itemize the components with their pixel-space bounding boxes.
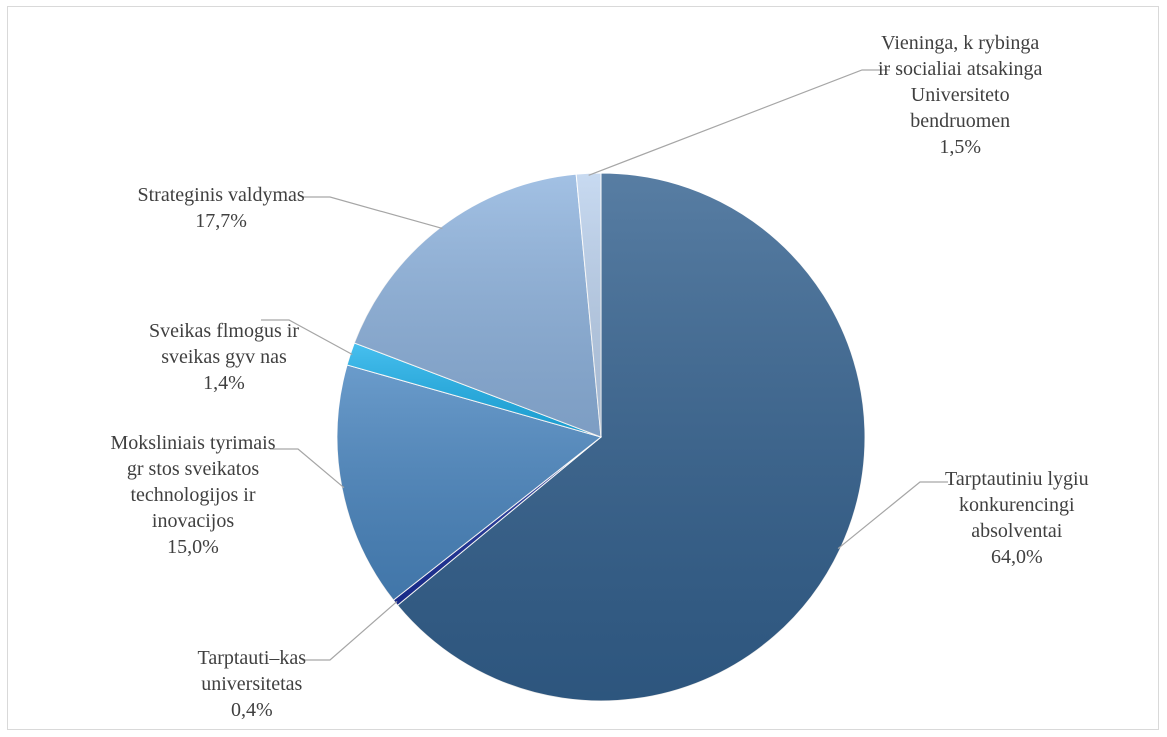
leader-line — [588, 69, 890, 176]
pie-slice-shading — [397, 173, 866, 702]
slice-label: Strateginis valdymas 17,7% — [138, 182, 305, 234]
slice-value-label: 0,4% — [230, 699, 273, 721]
slice-label-line: ir socialiai atsakinga — [878, 58, 1043, 80]
slice-label-line: konkurencingi — [959, 494, 1075, 516]
pie-slice-shading — [393, 437, 601, 606]
slice-label: Vieninga, k rybinga ir socialiai atsaking… — [878, 30, 1042, 160]
slice-value-label: 17,7% — [195, 210, 247, 232]
slice-label-line: sveikas gyv nas — [161, 346, 287, 368]
slice-label-line: Tarptautiniu lygiu — [945, 468, 1089, 490]
leader-line — [302, 196, 443, 230]
leader-line — [261, 319, 353, 356]
slice-label: Moksliniais tyrimais gr stos sveikatos tec… — [111, 430, 276, 560]
slice-label-line: Strateginis valdymas — [137, 184, 305, 206]
slice-label-line: inovacijos — [151, 510, 235, 532]
slice-value-label: 1,5% — [939, 136, 982, 158]
pie-slice-shading — [347, 342, 601, 437]
slice-label-line: Vieninga, k rybinga — [881, 32, 1040, 54]
slice-label-line: Moksliniais tyrimais — [110, 432, 276, 454]
leader-line — [302, 601, 398, 661]
slice-label-line: technologijos ir — [130, 484, 256, 506]
slice-label: Tarptauti–kas universitetas 0,4% — [198, 645, 307, 723]
slice-label-line: gr stos sveikatos — [126, 458, 260, 480]
slice-label-line: absolventai — [971, 520, 1063, 542]
leader-line — [837, 481, 948, 550]
slice-value-label: 15,0% — [167, 536, 219, 558]
slice-label-line: Universiteto — [910, 84, 1010, 106]
slice-label-line: Tarptauti–kas — [197, 647, 307, 669]
slice-label: Tarptautiniu lygiu konkurencingi absolvent… — [945, 466, 1089, 570]
slice-value-label: 1,4% — [203, 372, 245, 394]
slice-label-line: Sveikas flmogus ir — [149, 320, 299, 342]
pie-slice-shading — [576, 173, 601, 437]
slice-label-line: bendruomen — [910, 110, 1011, 132]
pie-slice-shading — [336, 364, 601, 601]
leader-line — [270, 448, 345, 489]
slice-value-label: 64,0% — [990, 546, 1043, 568]
pie-slice-shading — [354, 174, 601, 438]
slice-label-line: universitetas — [201, 673, 303, 695]
slice-label: Sveikas flmogus ir sveikas gyv nas 1,4% — [149, 318, 299, 396]
